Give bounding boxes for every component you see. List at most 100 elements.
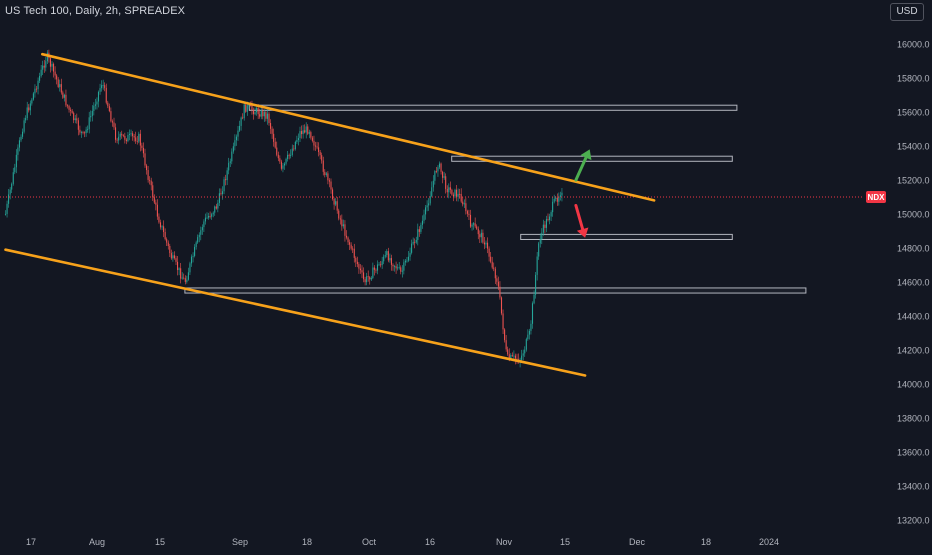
candle (170, 249, 172, 260)
candle (51, 61, 53, 71)
time-axis[interactable]: 17 Aug 15 Sep 18 Oct 16 Nov 15 Dec 18 2024 (26, 537, 779, 547)
trendline-upper[interactable] (40, 52, 656, 202)
candle-body (325, 173, 327, 175)
candle-body (369, 277, 371, 280)
price-axis[interactable]: 16000.0 15800.0 15600.0 15400.0 15200.0 15000… (897, 40, 930, 526)
candle (294, 140, 296, 151)
candle-body (107, 102, 109, 107)
candle-body (246, 105, 248, 112)
candle-body (308, 132, 310, 134)
candle (124, 132, 126, 144)
candle-body (243, 104, 245, 119)
candle-body (500, 297, 503, 314)
candle-body (521, 355, 523, 360)
candle-body (372, 267, 374, 278)
candle-body (442, 171, 444, 178)
zone-rectangle[interactable] (248, 104, 738, 111)
currency-button[interactable]: USD (890, 3, 924, 21)
candle (456, 185, 458, 202)
candle-body (547, 219, 549, 221)
candle-body (364, 279, 366, 283)
trendlines[interactable] (4, 52, 656, 377)
candle-body (62, 92, 64, 98)
candle-body (91, 110, 93, 116)
candle-body (274, 141, 276, 148)
arrows[interactable] (574, 149, 592, 238)
candle-body (335, 201, 337, 205)
candle (237, 125, 239, 141)
zone-rectangle[interactable] (184, 287, 807, 294)
candle-body (318, 147, 320, 153)
candle-body (270, 123, 272, 129)
candle-body (448, 187, 450, 193)
trendline-lower[interactable] (4, 248, 587, 377)
candle-body (254, 112, 256, 115)
candle-body (198, 234, 200, 238)
candle-body (217, 202, 219, 209)
candle (482, 229, 484, 244)
candle-body (322, 160, 324, 172)
candle-body (63, 94, 65, 98)
candle (476, 224, 478, 230)
candle (158, 213, 160, 224)
arrow-down-icon[interactable] (574, 204, 589, 238)
symbol-price-badge: NDX (866, 191, 886, 203)
candle (304, 124, 306, 134)
candle-body (473, 223, 475, 225)
candle-body (104, 85, 106, 88)
candle (204, 213, 206, 225)
x-tick-label: 18 (302, 537, 312, 547)
candle (451, 188, 453, 196)
arrow-up-icon[interactable] (574, 149, 592, 182)
zone-rectangle[interactable] (451, 155, 733, 162)
candle-body (363, 272, 365, 280)
candle-body (350, 244, 352, 249)
zone-rectangle[interactable] (520, 233, 733, 240)
candle-body (389, 258, 391, 261)
y-tick-label: 13400.0 (897, 482, 930, 492)
candle (420, 222, 422, 235)
candle-body (87, 129, 89, 130)
candle-body (387, 251, 389, 261)
candle (220, 188, 222, 196)
candle (400, 265, 402, 275)
candle (316, 141, 318, 150)
candle (18, 137, 20, 152)
candle (119, 131, 121, 141)
candle (491, 256, 493, 270)
candle-body (240, 117, 242, 126)
candle-body (9, 189, 11, 195)
candle-body (11, 183, 13, 190)
candle-body (34, 88, 36, 94)
candle-body (68, 106, 70, 110)
candle-body (310, 132, 312, 138)
candle (533, 290, 535, 305)
candle-body (353, 248, 355, 258)
candle (536, 251, 538, 281)
candle-body (395, 266, 397, 269)
candle-body (496, 278, 498, 282)
candle (161, 225, 163, 231)
candle (149, 176, 151, 185)
candle (522, 349, 524, 361)
candle (84, 131, 86, 138)
candle (141, 142, 143, 151)
candle-body (152, 185, 154, 198)
candle-body (414, 241, 416, 243)
candle-body (249, 105, 251, 106)
candle (421, 215, 423, 229)
candle-body (333, 198, 335, 205)
candle-body (367, 276, 369, 278)
candle-body (421, 220, 423, 225)
candle-body (234, 140, 236, 147)
candle-body (510, 354, 512, 359)
x-tick-label: Oct (362, 537, 377, 547)
candle (496, 275, 498, 286)
candle (432, 175, 434, 192)
candle-body (555, 197, 557, 199)
candle-body (144, 153, 146, 166)
horizontal-zones[interactable] (184, 104, 807, 294)
candle (91, 105, 93, 122)
